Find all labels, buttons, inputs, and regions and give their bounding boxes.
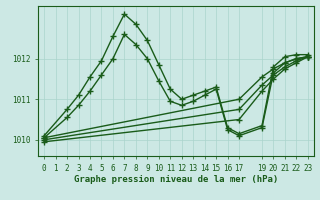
X-axis label: Graphe pression niveau de la mer (hPa): Graphe pression niveau de la mer (hPa) [74,175,278,184]
